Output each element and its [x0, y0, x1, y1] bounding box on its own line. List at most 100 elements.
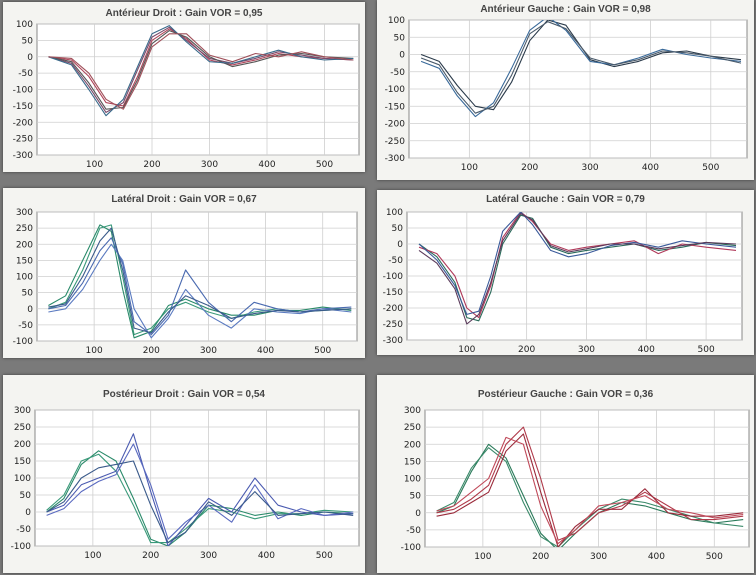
x-tick-label: 500 [316, 551, 333, 561]
series-line [48, 33, 354, 110]
y-tick-label: -300 [13, 151, 34, 161]
chart-panel: Postérieur Gauche : Gain VOR = 0,36 300 2… [377, 375, 754, 573]
y-tick-label: 150 [404, 457, 421, 467]
y-tick-label: 150 [14, 457, 31, 467]
series-line [48, 243, 352, 339]
y-tick-label: -300 [385, 154, 406, 164]
y-tick-label: 50 [22, 289, 34, 299]
x-tick-label: 200 [532, 552, 549, 562]
y-tick-label: -50 [18, 69, 33, 79]
y-tick-label: 300 [16, 208, 33, 218]
y-tick-label: 0 [399, 51, 405, 61]
x-tick-label: 100 [474, 552, 491, 562]
y-tick-label: -150 [385, 102, 406, 112]
y-tick-label: 300 [404, 406, 421, 416]
series-line [48, 227, 352, 334]
x-tick-label: 500 [698, 345, 715, 355]
x-tick-label: 500 [314, 346, 331, 356]
x-tick-label: 400 [258, 160, 275, 170]
chart-panel: Antérieur Droit : Gain VOR = 0,95 100 50 0… [3, 2, 365, 172]
x-tick-label: 200 [518, 345, 535, 355]
x-tick-label: 300 [590, 552, 607, 562]
chart-panel: Postérieur Droit : Gain VOR = 0,54 300 25… [3, 375, 365, 573]
x-tick-label: 400 [648, 552, 665, 562]
y-tick-label: -150 [383, 288, 404, 298]
y-tick-label: -250 [13, 135, 34, 145]
y-tick-label: 200 [404, 440, 421, 450]
y-tick-label: -50 [16, 525, 31, 535]
x-tick-label: 200 [142, 551, 159, 561]
y-tick-label: 100 [16, 273, 33, 283]
y-tick-label: 100 [386, 208, 403, 218]
chart-title: Antérieur Droit : Gain VOR = 0,95 [105, 8, 263, 19]
x-tick-label: 300 [200, 346, 217, 356]
x-tick-label: 400 [638, 345, 655, 355]
y-tick-label: -100 [383, 272, 404, 282]
series-line [418, 213, 737, 325]
chart-panel: Latéral Droit : Gain VOR = 0,67 300 250 20… [3, 188, 365, 358]
y-tick-label: 250 [16, 224, 33, 234]
y-tick-label: 100 [16, 20, 33, 30]
y-tick-label: 150 [16, 256, 33, 266]
x-tick-label: 100 [458, 345, 475, 355]
chart-panel: Latéral Gauche : Gain VOR = 0,79 100 50 0-… [377, 190, 754, 355]
series-line [436, 436, 744, 545]
x-tick-label: 400 [258, 551, 275, 561]
x-tick-label: 500 [702, 163, 719, 173]
chart-title: Postérieur Gauche : Gain VOR = 0,36 [477, 389, 654, 400]
chart-plot: 100 500 -50 -100 -150 -200 -250 -300 100 200 300 40… [13, 20, 360, 170]
y-tick-label: 250 [404, 423, 421, 433]
y-tick-label: 200 [14, 440, 31, 450]
series-line [46, 460, 354, 544]
y-tick-label: 100 [14, 474, 31, 484]
chart-title: Antérieur Gauche : Gain VOR = 0,98 [480, 4, 651, 15]
x-tick-label: 100 [461, 163, 478, 173]
x-tick-label: 500 [706, 552, 723, 562]
x-tick-label: 200 [143, 346, 160, 356]
y-tick-label: 0 [397, 240, 403, 250]
y-tick-label: 50 [392, 224, 404, 234]
y-tick-label: 250 [14, 423, 31, 433]
y-tick-label: -200 [13, 118, 34, 128]
y-tick-label: 50 [410, 492, 422, 502]
x-tick-label: 100 [84, 551, 101, 561]
x-tick-label: 400 [257, 346, 274, 356]
y-tick-label: 200 [16, 240, 33, 250]
y-tick-label: -300 [383, 336, 404, 346]
y-tick-label: -100 [13, 337, 34, 347]
chart-title: Latéral Gauche : Gain VOR = 0,79 [486, 194, 645, 205]
chart-panel: Antérieur Gauche : Gain VOR = 0,98 100 50… [377, 0, 754, 180]
y-tick-label: -100 [401, 543, 422, 553]
y-tick-label: 100 [388, 16, 405, 26]
y-tick-label: 0 [27, 305, 33, 315]
series-line [418, 212, 737, 315]
y-tick-label: 50 [394, 33, 406, 43]
chart-title: Latéral Droit : Gain VOR = 0,67 [111, 194, 257, 205]
x-tick-label: 100 [86, 160, 103, 170]
y-tick-label: -200 [383, 304, 404, 314]
x-tick-label: 300 [201, 160, 218, 170]
y-tick-label: -200 [385, 120, 406, 130]
x-tick-label: 300 [578, 345, 595, 355]
y-tick-label: -100 [11, 542, 32, 552]
y-tick-label: -250 [383, 320, 404, 330]
y-tick-label: -50 [18, 321, 33, 331]
y-tick-label: -50 [388, 256, 403, 266]
x-tick-label: 200 [143, 160, 160, 170]
y-tick-label: 0 [25, 508, 31, 518]
y-tick-label: -100 [13, 86, 34, 96]
x-tick-label: 500 [316, 160, 333, 170]
chart-title: Postérieur Droit : Gain VOR = 0,54 [103, 389, 265, 400]
x-tick-label: 300 [200, 551, 217, 561]
x-tick-label: 200 [521, 163, 538, 173]
y-tick-label: -50 [406, 526, 421, 536]
y-tick-label: -150 [13, 102, 34, 112]
y-tick-label: 50 [20, 491, 32, 501]
x-tick-label: 400 [642, 163, 659, 173]
y-tick-label: -250 [385, 137, 406, 147]
series-line [46, 443, 354, 540]
